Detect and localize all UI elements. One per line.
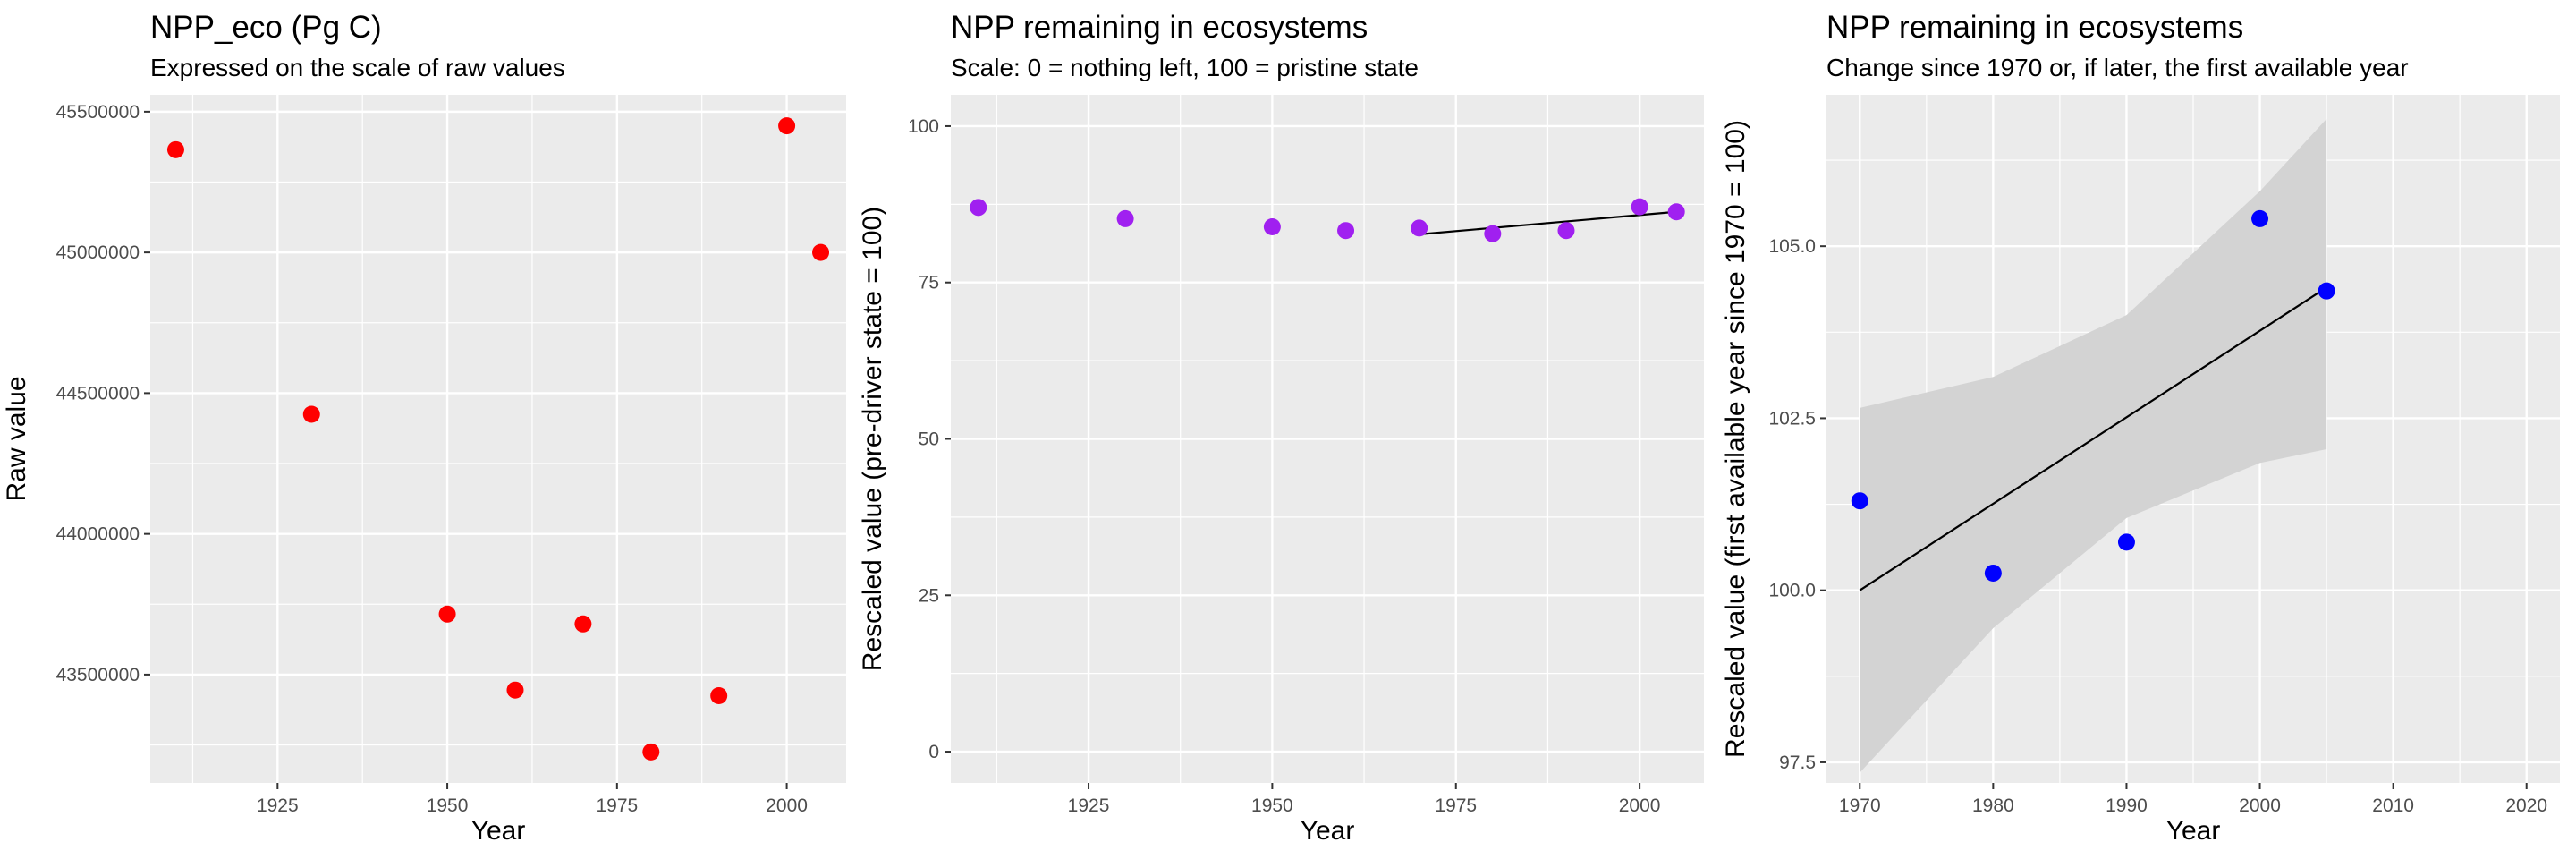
- y-tick-label: 105.0: [1768, 236, 1816, 257]
- data-point: [1484, 225, 1502, 242]
- x-tick-label: 1950: [1251, 795, 1293, 816]
- data-point: [2251, 209, 2269, 227]
- data-point: [1411, 219, 1428, 237]
- chart-title: NPP_eco (Pg C): [150, 10, 382, 45]
- confidence-ribbon: [1860, 118, 2327, 773]
- data-point: [710, 686, 728, 704]
- data-point: [2117, 533, 2135, 551]
- data-point: [1557, 222, 1575, 240]
- data-point: [166, 140, 184, 158]
- y-tick-label: 75: [919, 273, 939, 293]
- y-tick-label: 100.0: [1768, 581, 1816, 601]
- y-axis-title: Raw value: [2, 376, 31, 501]
- y-tick-label: 44500000: [56, 383, 140, 404]
- data-point: [574, 615, 592, 633]
- chart-subtitle: Expressed on the scale of raw values: [150, 54, 565, 81]
- y-tick-label: 50: [919, 430, 939, 450]
- y-tick-label: 100: [908, 116, 939, 137]
- chart-panel-1: 1925 1950 1975 2000 43500000 44000000 44500000…: [2, 10, 846, 846]
- data-point: [2318, 282, 2335, 300]
- y-tick-label: 44000000: [56, 524, 140, 545]
- x-tick-label: 1950: [427, 795, 469, 816]
- x-tick-label: 1925: [257, 795, 299, 816]
- y-tick-label: 45000000: [56, 242, 140, 263]
- x-tick-label: 1980: [1972, 795, 2014, 816]
- x-tick-label: 1990: [2106, 795, 2148, 816]
- data-point: [1984, 564, 2002, 582]
- x-tick-label: 2000: [1619, 795, 1661, 816]
- trend-line: [1419, 210, 1677, 235]
- x-axis-title: Year: [1301, 816, 1355, 846]
- data-point: [1337, 222, 1355, 240]
- y-tick-label: 97.5: [1779, 753, 1816, 773]
- data-point: [438, 605, 456, 623]
- chart-subtitle: Change since 1970 or, if later, the firs…: [1826, 54, 2409, 81]
- y-tick-label: 43500000: [56, 665, 140, 685]
- x-tick-label: 1975: [1435, 795, 1477, 816]
- plot-background: [150, 95, 846, 783]
- y-tick-label: 25: [919, 585, 939, 606]
- x-axis-title: Year: [471, 816, 526, 846]
- chart-title: NPP remaining in ecosystems: [951, 10, 1368, 45]
- trend-line: [1859, 286, 2327, 591]
- data-point: [1631, 198, 1648, 216]
- data-point: [1116, 209, 1134, 227]
- data-point: [812, 243, 830, 261]
- y-tick-label: 0: [928, 742, 939, 762]
- data-point: [302, 405, 320, 423]
- x-tick-label: 1970: [1839, 795, 1881, 816]
- chart-panel-2: 1925 1950 1975 2000 0 25 50 75 100 NPP remaining …: [858, 10, 1704, 846]
- data-point: [1263, 218, 1281, 236]
- y-tick-label: 102.5: [1768, 408, 1816, 429]
- data-point: [506, 681, 524, 699]
- data-point: [970, 199, 987, 217]
- x-tick-label: 1975: [596, 795, 638, 816]
- data-point: [1667, 203, 1685, 221]
- x-tick-label: 2020: [2505, 795, 2547, 816]
- chart-panel-3: 1970 1980 1990 2000 2010 2020 97.5 100.0 102.5 10…: [1721, 10, 2560, 846]
- data-point: [778, 117, 796, 135]
- x-tick-label: 2000: [2239, 795, 2281, 816]
- x-tick-label: 2010: [2372, 795, 2414, 816]
- x-tick-label: 1925: [1068, 795, 1110, 816]
- y-axis-title: Rescaled value (first available year sin…: [1721, 120, 1750, 758]
- y-tick-label: 45500000: [56, 102, 140, 123]
- x-axis-title: Year: [2166, 816, 2221, 846]
- data-point: [642, 743, 660, 761]
- x-tick-label: 2000: [766, 795, 808, 816]
- chart-subtitle: Scale: 0 = nothing left, 100 = pristine …: [951, 54, 1419, 81]
- data-point: [1851, 492, 1868, 510]
- y-axis-title: Rescaled value (pre-driver state = 100): [858, 207, 887, 671]
- chart-title: NPP remaining in ecosystems: [1826, 10, 2243, 45]
